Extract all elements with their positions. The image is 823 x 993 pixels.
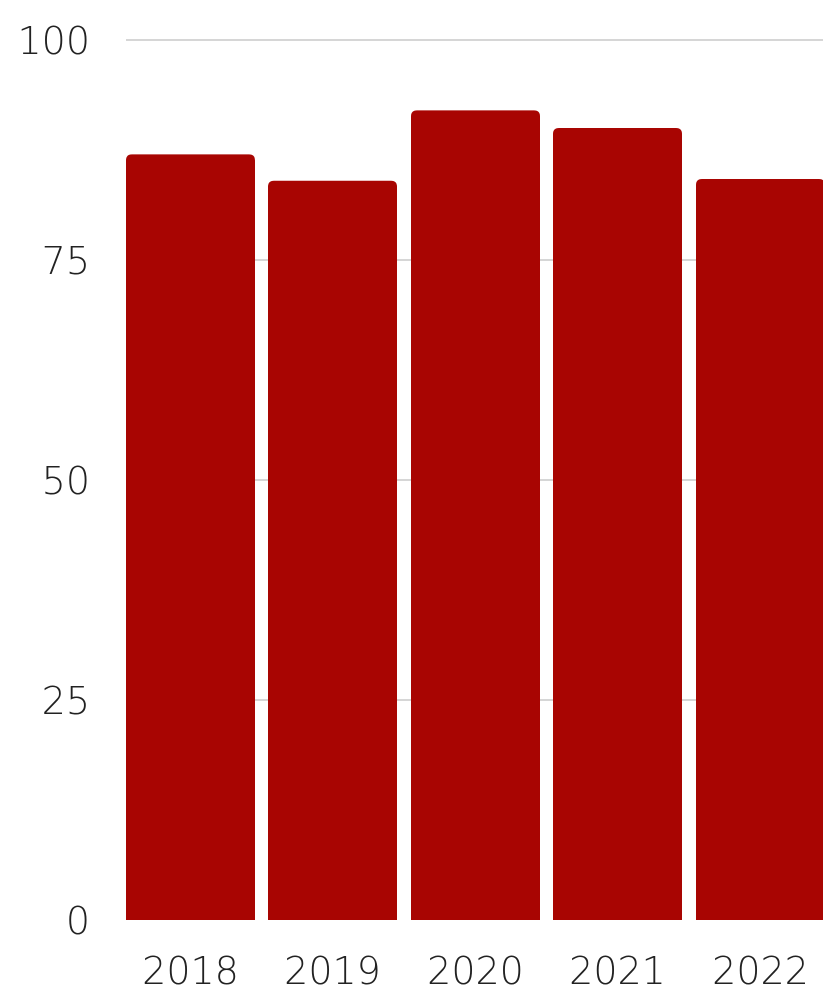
x-tick-label: 2022: [712, 949, 809, 993]
bar-2022: [696, 179, 823, 920]
x-tick-label: 2021: [569, 949, 666, 993]
bars: [126, 110, 823, 921]
bar-2018: [126, 154, 255, 920]
x-tick-label: 2018: [142, 949, 239, 993]
x-axis-tick-labels: 2018 2019 2020 2021 2022: [142, 949, 809, 993]
y-tick-label: 75: [42, 239, 90, 283]
y-tick-label: 25: [42, 679, 90, 723]
bar-2019: [268, 180, 397, 921]
y-tick-label: 50: [42, 459, 90, 503]
bar-2020: [411, 110, 540, 920]
x-tick-label: 2019: [284, 949, 381, 993]
bar-2021: [553, 128, 682, 920]
y-axis-tick-labels: 0 25 50 75 100: [17, 19, 90, 943]
y-tick-label: 100: [17, 19, 90, 63]
x-tick-label: 2020: [427, 949, 524, 993]
y-tick-label: 0: [66, 899, 90, 943]
